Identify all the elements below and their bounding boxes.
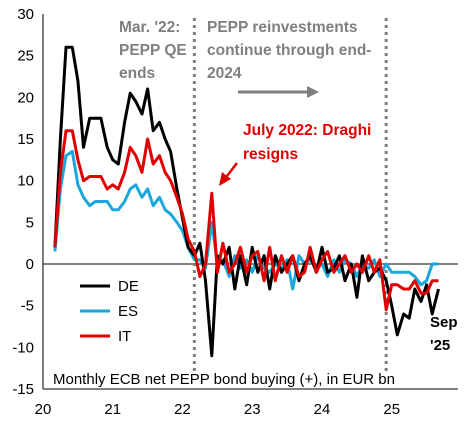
x-tick-label: 25 [383,401,400,418]
annotation-mar22-line3: ends [119,65,155,82]
arrow-grey-head [307,86,319,98]
annotation-mar22-line1: Mar. '22: [119,19,180,36]
series-lines [53,45,440,358]
legend-label-de: DE [118,278,139,295]
arrow-red-shaft [226,162,238,177]
annotation-reinv-line3: 2024 [207,65,242,82]
annotation-draghi-line2: resigns [243,146,298,163]
annotation-draghi-line1: July 2022: Draghi [243,122,371,139]
y-tick-label: 5 [26,214,34,231]
series-line-de [53,45,440,358]
annotation-reinv-line2: continue through end- [207,42,371,59]
y-tick-label: -5 [21,298,34,315]
annotation-sep-line2: '25 [430,337,450,354]
x-tick-label: 24 [314,401,331,418]
legend-label-es: ES [118,303,138,320]
y-tick-label: 10 [17,173,34,190]
annotation-sep-line1: Sep [430,314,458,331]
y-tick-label: 25 [17,48,34,65]
annotation-reinv-line1: PEPP reinvestments [207,19,357,36]
x-tick-labels: 20 21 22 23 24 25 [35,401,400,418]
y-tick-labels: 30 25 20 15 10 5 0 -5 -10 -15 [12,6,34,398]
y-tick-label: 15 [17,131,34,148]
legend: DE ES IT [80,278,139,345]
annotation-mar22-line2: PEPP QE [119,42,187,59]
arrow-red-head [219,172,231,186]
series-line-it [53,129,439,312]
series-line-es [53,150,439,291]
x-tick-label: 23 [244,401,261,418]
chart-caption: Monthly ECB net PEPP bond buying (+), in… [53,371,395,388]
x-tick-label: 20 [35,401,52,418]
y-tick-label: 30 [17,6,34,23]
legend-label-it: IT [118,328,131,345]
y-tick-label: -10 [12,339,34,356]
y-tick-label: -15 [12,381,34,398]
y-tick-label: 0 [26,256,34,273]
x-tick-label: 22 [174,401,191,418]
y-tick-label: 20 [17,89,34,106]
x-tick-label: 21 [104,401,121,418]
